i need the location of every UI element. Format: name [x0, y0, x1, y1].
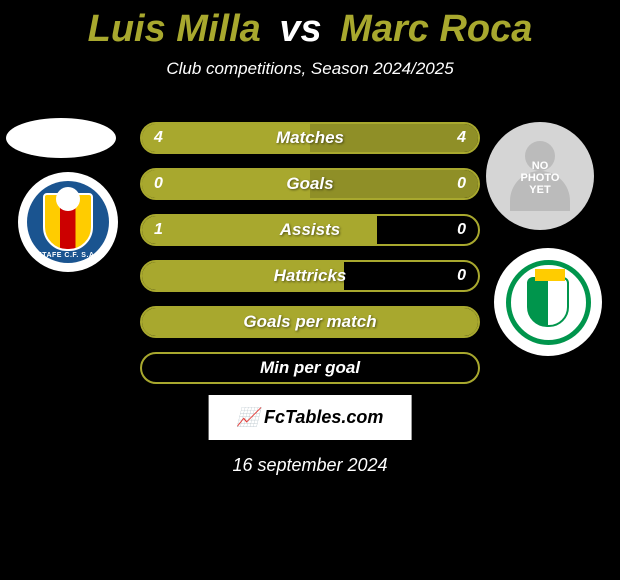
- date: 16 september 2024: [0, 455, 620, 476]
- stat-row-goals-per-match: Goals per match: [140, 306, 480, 338]
- stat-right-value: 0: [457, 221, 466, 239]
- stat-label: Matches: [276, 128, 344, 148]
- stat-right-value: 0: [457, 267, 466, 285]
- stat-left-value: 0: [154, 175, 163, 193]
- stat-row-min-per-goal: Min per goal: [140, 352, 480, 384]
- stat-row-hattricks: Hattricks 0: [140, 260, 480, 292]
- betis-logo: [506, 260, 591, 345]
- stat-left-value: 1: [154, 221, 163, 239]
- stat-row-goals: 0 Goals 0: [140, 168, 480, 200]
- stat-row-assists: 1 Assists 0: [140, 214, 480, 246]
- player1-club-badge: GETAFE C.F. S.A.D.: [18, 172, 118, 272]
- player1-name: Luis Milla: [88, 8, 261, 50]
- stat-label: Goals per match: [243, 312, 376, 332]
- stat-row-matches: 4 Matches 4: [140, 122, 480, 154]
- subtitle: Club competitions, Season 2024/2025: [0, 59, 620, 79]
- player2-photo: NO PHOTO YET: [486, 122, 594, 230]
- stats-container: 4 Matches 4 0 Goals 0 1 Assists 0 Hattricks 0 Goals…: [140, 122, 480, 398]
- versus-text: vs: [279, 8, 321, 50]
- comparison-title: Luis Milla vs Marc Roca: [0, 0, 620, 51]
- stat-left-value: 4: [154, 129, 163, 147]
- stat-right-value: 4: [457, 129, 466, 147]
- player2-name: Marc Roca: [340, 8, 532, 50]
- player1-photo: [6, 118, 116, 158]
- stat-label: Assists: [280, 220, 340, 240]
- stat-right-value: 0: [457, 175, 466, 193]
- getafe-logo: GETAFE C.F. S.A.D.: [27, 181, 109, 263]
- player2-club-badge: [494, 248, 602, 356]
- stat-label: Hattricks: [274, 266, 347, 286]
- fctables-brand: 📈 FcTables.com: [209, 395, 412, 440]
- stat-label: Min per goal: [260, 358, 360, 378]
- stat-label: Goals: [286, 174, 333, 194]
